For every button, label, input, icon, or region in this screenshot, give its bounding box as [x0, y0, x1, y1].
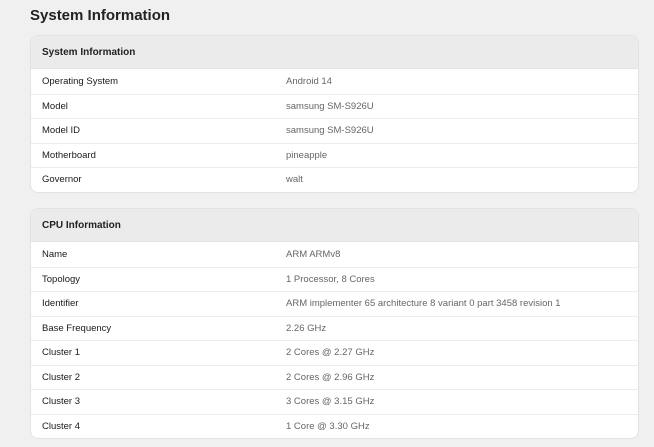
info-row: Motherboard pineapple — [31, 142, 638, 168]
row-label: Motherboard — [42, 149, 96, 161]
card-title: CPU Information — [31, 209, 638, 242]
row-value: 1 Processor, 8 Cores — [286, 273, 375, 285]
row-label: Name — [42, 248, 68, 260]
row-label: Topology — [42, 273, 81, 285]
row-label: Base Frequency — [42, 322, 112, 334]
row-value: walt — [286, 174, 303, 186]
cpu-information-card: CPU Information Name ARM ARMv8 Topology 1 P… — [30, 208, 639, 439]
row-value: 3 Cores @ 3.15 GHz — [286, 396, 375, 408]
row-value: 1 Core @ 3.30 GHz — [286, 420, 370, 432]
row-label: Cluster 1 — [42, 347, 81, 359]
row-label: Cluster 3 — [42, 396, 81, 408]
row-value: ARM implementer 65 architecture 8 varian… — [286, 298, 561, 310]
row-label: Cluster 4 — [42, 420, 81, 432]
row-value: samsung SM-S926U — [286, 125, 374, 137]
row-value: 2.26 GHz — [286, 322, 327, 334]
info-row: Cluster 1 2 Cores @ 2.27 GHz — [31, 340, 638, 365]
info-row: Name ARM ARMv8 — [31, 242, 638, 267]
row-value: 2 Cores @ 2.27 GHz — [286, 347, 375, 359]
row-label: Identifier — [42, 298, 79, 310]
row-label: Cluster 2 — [42, 371, 81, 383]
row-value: ARM ARMv8 — [286, 248, 341, 260]
row-label: Governor — [42, 174, 82, 186]
row-label: Operating System — [42, 75, 119, 87]
row-value: samsung SM-S926U — [286, 100, 374, 112]
info-row: Identifier ARM implementer 65 architectur… — [31, 291, 638, 316]
info-row: Cluster 3 3 Cores @ 3.15 GHz — [31, 389, 638, 414]
row-value: pineapple — [286, 149, 328, 161]
page-title: System Information — [30, 7, 171, 24]
info-row: Governor walt — [31, 167, 638, 192]
info-row: Cluster 2 2 Cores @ 2.96 GHz — [31, 364, 638, 390]
info-row: Model ID samsung SM-S926U — [31, 118, 638, 143]
info-row: Topology 1 Processor, 8 Cores — [31, 266, 638, 292]
row-label: Model ID — [42, 125, 81, 137]
info-row: Cluster 4 1 Core @ 3.30 GHz — [31, 413, 638, 439]
system-information-card: System Information Operating System Andro… — [30, 35, 639, 193]
row-value: 2 Cores @ 2.96 GHz — [286, 371, 375, 383]
row-value: Android 14 — [286, 75, 332, 87]
row-label: Model — [42, 100, 68, 112]
info-row: Operating System Android 14 — [31, 69, 638, 94]
info-row: Model samsung SM-S926U — [31, 93, 638, 119]
info-row: Base Frequency 2.26 GHz — [31, 315, 638, 341]
card-title: System Information — [31, 36, 638, 69]
